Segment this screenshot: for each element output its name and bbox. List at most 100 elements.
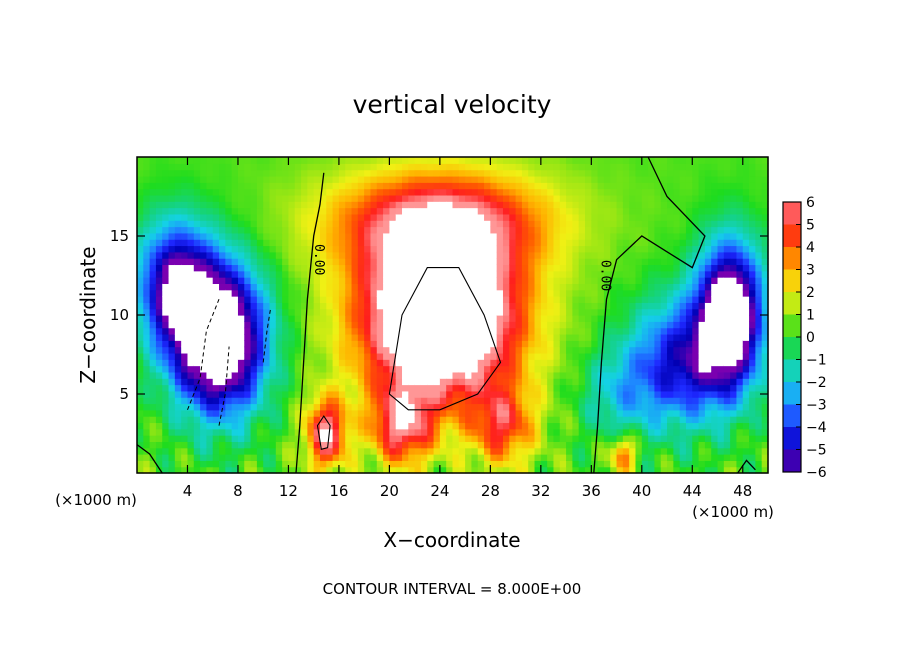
field-cell xyxy=(408,390,416,398)
field-cell xyxy=(641,194,649,202)
field-cell xyxy=(250,409,258,417)
field-cell xyxy=(137,454,144,461)
field-cell xyxy=(193,346,201,354)
field-cell xyxy=(288,371,296,379)
field-cell xyxy=(452,251,460,259)
field-cell xyxy=(414,315,422,322)
field-cell xyxy=(692,447,700,455)
field-cell xyxy=(692,397,700,405)
field-cell xyxy=(597,308,605,316)
field-cell xyxy=(585,371,592,379)
field-cell xyxy=(641,232,649,240)
field-cell xyxy=(465,447,473,455)
field-cell xyxy=(603,416,611,424)
field-cell xyxy=(193,201,201,209)
field-cell xyxy=(547,245,555,253)
field-cell xyxy=(484,466,491,474)
field-cell xyxy=(269,466,277,474)
field-cell xyxy=(730,460,738,468)
field-cell xyxy=(237,321,245,329)
field-cell xyxy=(275,182,283,190)
field-cell xyxy=(383,397,390,405)
field-cell xyxy=(616,239,624,247)
field-cell xyxy=(534,308,542,316)
field-cell xyxy=(597,194,605,202)
field-cell xyxy=(698,194,706,202)
field-cell xyxy=(275,365,283,373)
field-cell xyxy=(534,371,542,379)
field-cell xyxy=(288,207,296,215)
field-cell xyxy=(742,321,750,329)
field-cell xyxy=(742,169,750,177)
field-cell xyxy=(433,460,441,468)
field-cell xyxy=(376,169,384,177)
field-cell xyxy=(162,352,170,360)
field-cell xyxy=(244,333,252,341)
field-cell xyxy=(509,447,517,455)
field-cell xyxy=(496,397,504,405)
field-cell xyxy=(736,226,744,234)
field-cell xyxy=(256,245,264,253)
field-cell xyxy=(755,409,763,417)
field-cell xyxy=(282,169,290,177)
field-cell xyxy=(711,239,719,247)
field-cell xyxy=(389,378,397,386)
field-cell xyxy=(704,258,712,266)
field-cell xyxy=(168,175,176,183)
field-cell xyxy=(496,321,504,329)
field-cell xyxy=(370,182,378,190)
field-cell xyxy=(502,302,510,310)
field-cell xyxy=(395,416,403,424)
field-cell xyxy=(395,365,403,373)
field-cell xyxy=(389,283,397,291)
field-cell xyxy=(187,327,195,335)
field-cell xyxy=(402,251,409,259)
field-cell xyxy=(736,194,744,202)
field-cell xyxy=(629,403,637,411)
field-cell xyxy=(749,359,756,367)
field-cell xyxy=(553,365,561,373)
field-cell xyxy=(364,264,372,272)
field-cell xyxy=(345,340,353,348)
field-cell xyxy=(376,182,384,190)
field-cell xyxy=(458,416,466,424)
field-cell xyxy=(219,441,226,449)
field-cell xyxy=(244,454,252,461)
field-cell xyxy=(534,315,542,322)
field-cell xyxy=(155,188,163,196)
field-cell xyxy=(200,340,208,348)
field-cell xyxy=(616,403,624,411)
field-cell xyxy=(755,157,763,164)
field-cell xyxy=(219,315,226,322)
field-cell xyxy=(610,333,618,341)
field-cell xyxy=(761,245,769,253)
field-cell xyxy=(496,175,504,183)
field-cell xyxy=(471,296,479,303)
field-cell xyxy=(193,403,201,411)
field-cell xyxy=(484,277,491,284)
field-cell xyxy=(395,157,403,164)
field-cell xyxy=(338,188,346,196)
field-cell xyxy=(263,403,271,411)
field-cell xyxy=(137,239,144,247)
field-cell xyxy=(685,466,693,474)
field-cell xyxy=(155,428,163,436)
field-cell xyxy=(174,270,182,278)
field-cell xyxy=(282,422,290,430)
field-cell xyxy=(364,213,372,221)
field-cell xyxy=(502,378,510,386)
field-cell xyxy=(237,302,245,310)
field-cell xyxy=(597,264,605,272)
field-cell xyxy=(755,384,763,392)
field-cell xyxy=(364,409,372,417)
field-cell xyxy=(364,296,372,303)
field-cell xyxy=(692,169,700,177)
field-cell xyxy=(521,460,529,468)
field-cell xyxy=(667,220,674,228)
field-cell xyxy=(685,175,693,183)
field-cell xyxy=(673,466,681,474)
field-cell xyxy=(345,384,353,392)
field-cell xyxy=(345,327,353,335)
field-cell xyxy=(414,169,422,177)
field-cell xyxy=(414,340,422,348)
